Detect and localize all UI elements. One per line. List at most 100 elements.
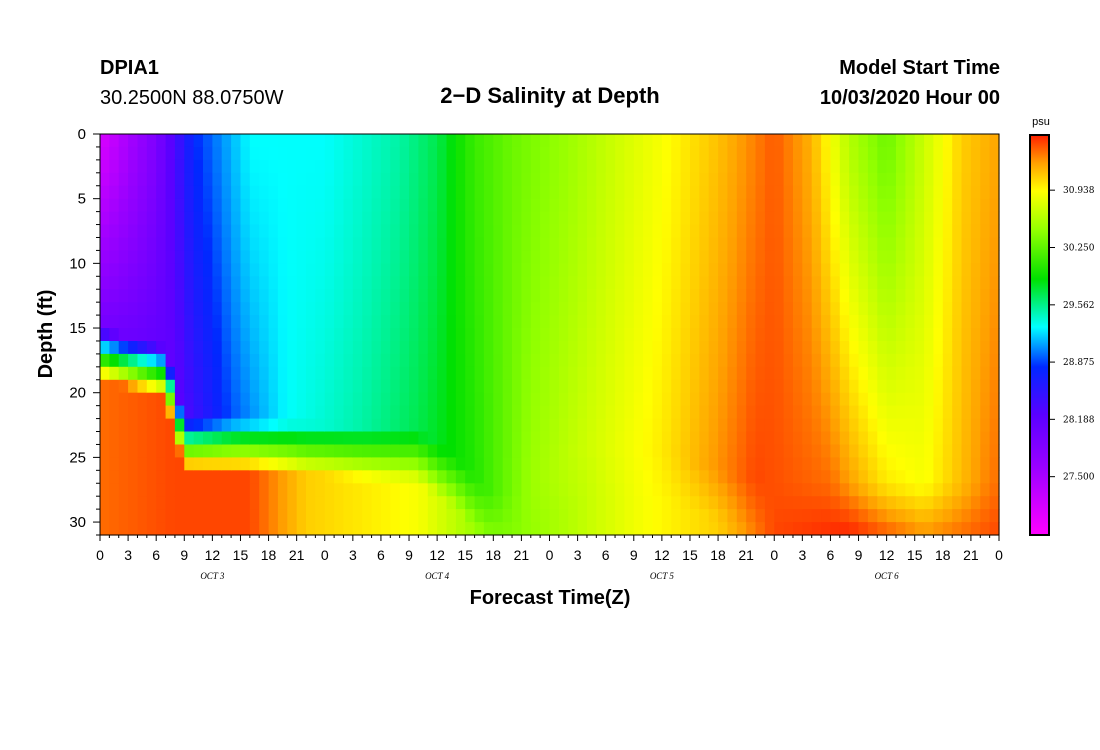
heatmap-cell: [474, 146, 485, 161]
heatmap-cell: [867, 172, 878, 187]
heatmap-cell: [371, 224, 382, 238]
heatmap-cell: [699, 444, 710, 458]
heatmap-cell: [352, 509, 363, 523]
heatmap-cell: [830, 444, 841, 458]
heatmap-cell: [371, 250, 382, 264]
heatmap-cell: [221, 496, 232, 510]
heatmap-cell: [249, 263, 260, 277]
colorbar-tick-label: 28.188: [1063, 415, 1095, 425]
heatmap-cell: [259, 263, 270, 277]
heatmap-cell: [867, 302, 878, 316]
heatmap-cell: [530, 198, 541, 213]
heatmap-cell: [362, 341, 373, 355]
heatmap-cell: [793, 444, 803, 458]
heatmap-cell: [989, 431, 1000, 445]
heatmap-cell: [558, 146, 569, 161]
heatmap-cell: [727, 302, 738, 316]
heatmap-cell: [109, 457, 120, 471]
heatmap-cell: [203, 418, 213, 433]
heatmap-cell: [146, 522, 157, 536]
heatmap-cell: [830, 341, 841, 355]
heatmap-cell: [193, 457, 204, 471]
heatmap-cell: [914, 392, 925, 407]
heatmap-cell: [409, 289, 419, 303]
heatmap-cell: [699, 198, 710, 213]
heatmap-cell: [362, 366, 373, 381]
heatmap-cell: [362, 134, 373, 148]
heatmap-cell: [793, 198, 803, 213]
heatmap-cell: [399, 211, 410, 226]
heatmap-cell: [128, 237, 139, 251]
heatmap-cell: [961, 444, 972, 458]
heatmap-cell: [624, 172, 635, 187]
heatmap-cell: [418, 237, 429, 251]
heatmap-cell: [362, 185, 373, 200]
heatmap-cell: [661, 315, 672, 329]
heatmap-cell: [867, 211, 878, 226]
heatmap-cell: [446, 224, 457, 238]
heatmap-cell: [343, 224, 354, 238]
heatmap-cell: [970, 146, 981, 161]
heatmap-cell: [118, 289, 129, 303]
heatmap-cell: [980, 159, 991, 174]
heatmap-cell: [212, 146, 223, 161]
heatmap-cell: [652, 379, 663, 394]
heatmap-cell: [409, 470, 419, 484]
heatmap-cell: [530, 211, 541, 226]
heatmap-cell: [146, 315, 157, 329]
heatmap-cell: [736, 250, 747, 264]
heatmap-cell: [156, 185, 167, 200]
heatmap-cell: [174, 366, 185, 381]
heatmap-cell: [877, 353, 888, 368]
heatmap-cell: [474, 276, 485, 290]
heatmap-cell: [371, 457, 382, 471]
heatmap-cell: [774, 392, 785, 407]
heatmap-cell: [774, 302, 785, 316]
heatmap-cell: [718, 379, 729, 394]
heatmap-cell: [483, 134, 494, 148]
y-tick-label: 30: [69, 514, 86, 531]
heatmap-cell: [399, 263, 410, 277]
heatmap-cell: [259, 211, 270, 226]
heatmap-cell: [203, 289, 213, 303]
heatmap-cell: [409, 315, 419, 329]
heatmap-cell: [558, 237, 569, 251]
heatmap-cell: [671, 289, 682, 303]
heatmap-cell: [493, 315, 504, 329]
heatmap-cell: [137, 379, 148, 394]
heatmap-cell: [184, 353, 195, 368]
heatmap-cell: [793, 366, 803, 381]
heatmap-cell: [100, 353, 110, 368]
heatmap-cell: [736, 509, 747, 523]
heatmap-cell: [643, 392, 654, 407]
heatmap-cell: [380, 457, 391, 471]
heatmap-cell: [568, 470, 579, 484]
heatmap-cell: [362, 522, 373, 536]
heatmap-cell: [830, 185, 841, 200]
heatmap-cell: [942, 418, 953, 433]
heatmap-cell: [577, 198, 588, 213]
heatmap-cell: [652, 211, 663, 226]
x-tick-label: 9: [855, 547, 863, 563]
heatmap-cell: [184, 457, 195, 471]
heatmap-cell: [530, 250, 541, 264]
heatmap-cell: [427, 353, 438, 368]
heatmap-cell: [671, 211, 682, 226]
heatmap-cell: [296, 185, 307, 200]
heatmap-cell: [483, 211, 494, 226]
heatmap-cell: [914, 198, 925, 213]
heatmap-cell: [708, 276, 719, 290]
heatmap-cell: [465, 263, 476, 277]
heatmap-cell: [624, 263, 635, 277]
heatmap-cell: [914, 237, 925, 251]
heatmap-cell: [821, 431, 832, 445]
heatmap-cell: [240, 250, 251, 264]
heatmap-cell: [811, 237, 822, 251]
heatmap-cell: [174, 496, 185, 510]
heatmap-cell: [661, 431, 672, 445]
heatmap-cell: [811, 366, 822, 381]
heatmap-cell: [821, 172, 832, 187]
heatmap-cell: [952, 302, 963, 316]
heatmap-cell: [736, 237, 747, 251]
heatmap-cell: [933, 250, 944, 264]
